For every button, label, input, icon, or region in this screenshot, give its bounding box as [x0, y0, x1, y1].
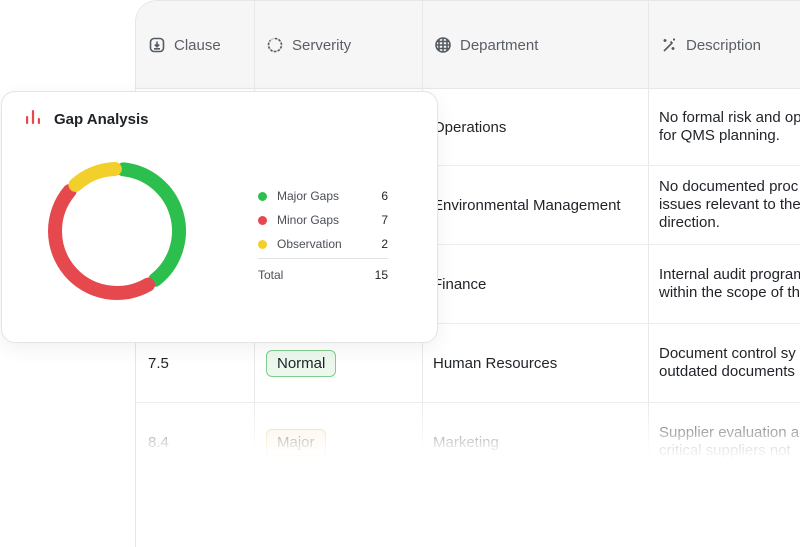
- card-header: Gap Analysis: [24, 108, 148, 130]
- legend-item-minor-gaps: Minor Gaps 7: [258, 208, 388, 232]
- description-cell: Document control sy outdated documents: [659, 345, 796, 380]
- column-label: Serverity: [292, 36, 352, 54]
- department-cell: Finance: [433, 275, 487, 293]
- department-cell: Operations: [433, 118, 507, 136]
- chart-legend: Major Gaps 6 Minor Gaps 7 Observation 2 …: [258, 184, 388, 285]
- severity-badge-major: Major: [266, 428, 326, 456]
- legend-dot: [258, 239, 267, 249]
- description-cell: Internal audit program within the scope o…: [659, 266, 800, 301]
- clause-cell: 7.5: [148, 354, 169, 372]
- donut-segment-major-gaps: [116, 162, 186, 287]
- total-value: 15: [374, 268, 388, 282]
- card-title: Gap Analysis: [54, 110, 149, 128]
- column-header-department[interactable]: Department: [422, 1, 538, 89]
- table-row[interactable]: Finance Internal audit program within the…: [136, 245, 800, 324]
- legend-divider: [258, 258, 388, 259]
- legend-total: Total 15: [258, 265, 388, 285]
- severity-badge-normal: Normal: [266, 349, 337, 377]
- legend-item-major-gaps: Major Gaps 6: [258, 184, 388, 208]
- table-row[interactable]: 8.4 Major Marketing Supplier evaluation …: [136, 403, 800, 482]
- table-header: Clause Serverity Department Description: [136, 1, 800, 89]
- donut-segment-minor-gaps: [48, 184, 155, 300]
- clause-cell: 8.4: [148, 433, 169, 451]
- gap-donut-chart: [48, 162, 186, 300]
- grid-globe-icon: [434, 36, 452, 54]
- legend-dot: [258, 191, 267, 201]
- legend-dot: [258, 215, 267, 225]
- description-cell: Supplier evaluation a critical suppliers …: [659, 424, 800, 459]
- legend-item-observation: Observation 2: [258, 232, 388, 256]
- legend-label: Observation: [277, 237, 342, 251]
- legend-value: 7: [381, 213, 388, 227]
- spinner-circle-icon: [266, 36, 284, 54]
- bar-chart-icon: [24, 108, 42, 130]
- description-cell: No documented proc issues relevant to the…: [659, 178, 800, 231]
- column-label: Clause: [174, 36, 221, 54]
- legend-value: 6: [381, 189, 388, 203]
- total-label: Total: [258, 268, 284, 282]
- table-row[interactable]: Environmental Management No documented p…: [136, 166, 800, 245]
- severity-cell: Major: [266, 403, 326, 481]
- column-header-clause[interactable]: Clause: [136, 1, 221, 89]
- column-label: Description: [686, 36, 762, 54]
- magic-wand-icon: [660, 36, 678, 54]
- legend-label: Major Gaps: [277, 189, 340, 203]
- department-cell: Marketing: [433, 433, 499, 451]
- column-divider: [648, 1, 649, 547]
- table-row[interactable]: Operations No formal risk and op for QMS …: [136, 89, 800, 166]
- description-cell: No formal risk and op for QMS planning.: [659, 109, 800, 144]
- column-header-description[interactable]: Description: [648, 1, 761, 89]
- legend-label: Minor Gaps: [277, 213, 340, 227]
- department-cell: Environmental Management: [433, 196, 621, 214]
- gap-analysis-card: Gap Analysis Major Gaps 6 Minor Gaps 7 O…: [1, 91, 438, 343]
- clock-download-icon: [148, 36, 166, 54]
- department-cell: Human Resources: [433, 354, 558, 372]
- severity-cell: Normal: [266, 324, 337, 402]
- legend-value: 2: [381, 237, 388, 251]
- donut-segment-observation: [68, 162, 122, 192]
- column-header-severity[interactable]: Serverity: [254, 1, 351, 89]
- column-label: Department: [460, 36, 539, 54]
